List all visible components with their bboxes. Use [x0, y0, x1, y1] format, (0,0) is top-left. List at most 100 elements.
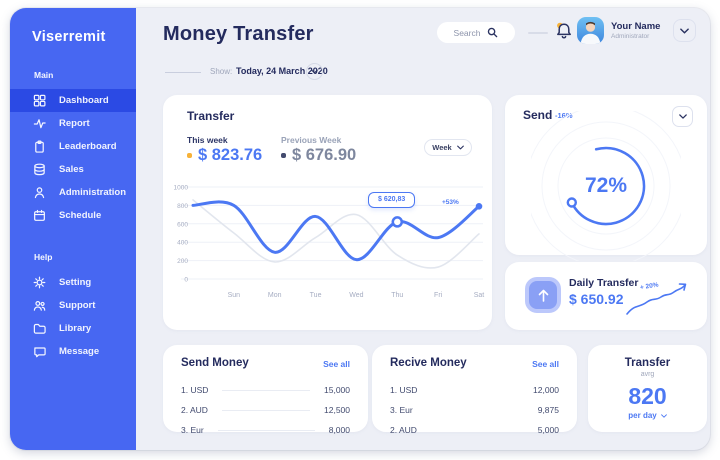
- chart-tooltip: $ 620,83: [368, 192, 416, 208]
- transfer-avg-title: Transfer: [624, 357, 671, 369]
- svg-text:200: 200: [177, 258, 188, 265]
- arrow-up-icon: [525, 277, 561, 313]
- send-money-list: 1. USD 15,000 2. AUD 12,500 3. Eur 8,000: [181, 380, 350, 440]
- schedule-icon: [33, 209, 47, 223]
- previous-week-label: Previous Week: [281, 135, 342, 145]
- svg-text:1000: 1000: [174, 185, 189, 192]
- svg-text:Thu: Thu: [391, 292, 403, 299]
- sidebar-item-report[interactable]: Report: [10, 112, 136, 135]
- row-divider: [222, 389, 310, 391]
- sidebar-item-leaderboard[interactable]: Leaderboard: [10, 135, 136, 158]
- chart-end-annotation: +53%: [442, 199, 459, 206]
- send-money-see-all-link[interactable]: See all: [323, 359, 350, 369]
- sidebar-item-label: Dashboard: [59, 95, 109, 106]
- library-icon: [33, 322, 47, 336]
- svg-text:600: 600: [177, 221, 188, 228]
- transfer-avg-unit-selector[interactable]: per day: [588, 411, 707, 420]
- search-input[interactable]: Search: [437, 22, 515, 43]
- sidebar-item-label: Sales: [59, 164, 84, 175]
- user-menu-button[interactable]: [673, 19, 696, 42]
- date-filter-button[interactable]: [306, 63, 323, 80]
- sidebar-item-library[interactable]: Library: [10, 317, 136, 340]
- settings-icon: [33, 276, 47, 290]
- administration-icon: [33, 186, 47, 200]
- report-icon: [33, 117, 47, 131]
- sidebar-item-label: Report: [59, 118, 90, 129]
- user-avatar[interactable]: [577, 17, 604, 44]
- daily-transfer-title: Daily Transfer: [569, 277, 639, 289]
- message-icon: [33, 345, 47, 359]
- support-icon: [33, 299, 47, 313]
- chevron-down-icon: [456, 145, 464, 150]
- sidebar-item-label: Leaderboard: [59, 141, 117, 152]
- receive-money-see-all-link[interactable]: See all: [532, 359, 559, 369]
- sidebar-item-label: Administration: [59, 187, 127, 198]
- dark-dot: [281, 153, 286, 158]
- svg-text:0: 0: [184, 277, 188, 284]
- send-card-title: Send: [523, 108, 553, 122]
- send-money-card: Send Money See all 1. USD 15,000 2. AUD 12…: [163, 345, 368, 435]
- sidebar-item-administration[interactable]: Administration: [10, 181, 136, 204]
- sidebar-item-sales[interactable]: Sales: [10, 158, 136, 181]
- row-divider: [427, 410, 524, 411]
- list-item: 2. AUD 12,500: [181, 405, 350, 415]
- sidebar: Viserremit Main Dashboard Report Leaderb…: [10, 8, 136, 450]
- date-filter-value: Today, 24 March 2020: [236, 66, 328, 76]
- list-item: 1. USD 12,000: [390, 385, 559, 395]
- sidebar-item-dashboard[interactable]: Dashboard: [10, 89, 136, 112]
- period-selector[interactable]: Week: [424, 139, 472, 156]
- sidebar-item-label: Library: [59, 323, 92, 334]
- send-card-menu-button[interactable]: [672, 106, 693, 127]
- app-logo: Viserremit: [32, 29, 106, 45]
- sidebar-item-schedule[interactable]: Schedule: [10, 204, 136, 227]
- list-item: 3. Eur 8,000: [181, 425, 350, 435]
- send-card: Send -16% 72%: [505, 95, 707, 261]
- list-item: 3. Eur 9,875: [390, 405, 559, 415]
- this-week-value: $ 823.76: [187, 146, 262, 165]
- leaderboard-icon: [33, 140, 47, 154]
- row-divider: [431, 390, 519, 391]
- send-change-badge: -16%: [555, 111, 573, 120]
- row-divider: [217, 429, 315, 431]
- svg-text:800: 800: [177, 203, 188, 210]
- sidebar-item-setting[interactable]: Setting: [10, 271, 136, 294]
- daily-transfer-card: Daily Transfer $ 650.92 + 20%: [505, 262, 707, 330]
- user-role: Administrator: [611, 33, 650, 40]
- list-item: 1. USD 15,000: [181, 385, 350, 395]
- page-title: Money Transfer: [163, 23, 314, 45]
- svg-text:Fri: Fri: [434, 292, 443, 299]
- transfer-avg-value: 820: [628, 383, 667, 409]
- search-placeholder: Search: [453, 27, 481, 38]
- svg-text:Wed: Wed: [349, 292, 363, 299]
- show-rule: [165, 72, 201, 73]
- daily-transfer-value: $ 650.92: [569, 291, 624, 307]
- header-divider: [528, 32, 548, 34]
- chevron-down-icon: [678, 114, 687, 119]
- send-money-title: Send Money: [181, 357, 249, 369]
- chevron-down-icon: [680, 27, 689, 34]
- sidebar-item-label: Setting: [59, 277, 92, 288]
- sidebar-item-support[interactable]: Support: [10, 294, 136, 317]
- search-icon: [488, 27, 498, 38]
- transfer-line-chart: 1000 800 600 400 200 0 Sun Mon Tue Wed Thu Fri Sat: [174, 185, 485, 300]
- row-divider: [431, 430, 524, 431]
- receive-money-title: Recive Money: [390, 357, 467, 369]
- receive-money-list: 1. USD 12,000 3. Eur 9,875 2. AUD 5,000: [390, 380, 559, 440]
- svg-text:Mon: Mon: [268, 292, 282, 299]
- notification-bell-icon[interactable]: [554, 21, 574, 42]
- sidebar-item-label: Schedule: [59, 210, 102, 221]
- svg-text:Tue: Tue: [310, 292, 322, 299]
- show-label: Show:: [210, 67, 233, 76]
- transfer-avg-subtitle: avrg: [640, 371, 655, 378]
- orange-dot: [187, 153, 192, 158]
- chevron-down-icon: [311, 69, 318, 74]
- dashboard-icon: [33, 94, 47, 108]
- send-progress-ring: [531, 111, 681, 261]
- sidebar-item-message[interactable]: Message: [10, 340, 136, 363]
- svg-text:400: 400: [177, 240, 188, 247]
- receive-money-card: Recive Money See all 1. USD 12,000 3. Eur…: [372, 345, 577, 435]
- this-week-label: This week: [187, 135, 228, 145]
- app-window: Viserremit Main Dashboard Report Leaderb…: [10, 8, 710, 450]
- sidebar-item-label: Support: [59, 300, 96, 311]
- svg-text:Sun: Sun: [228, 292, 241, 299]
